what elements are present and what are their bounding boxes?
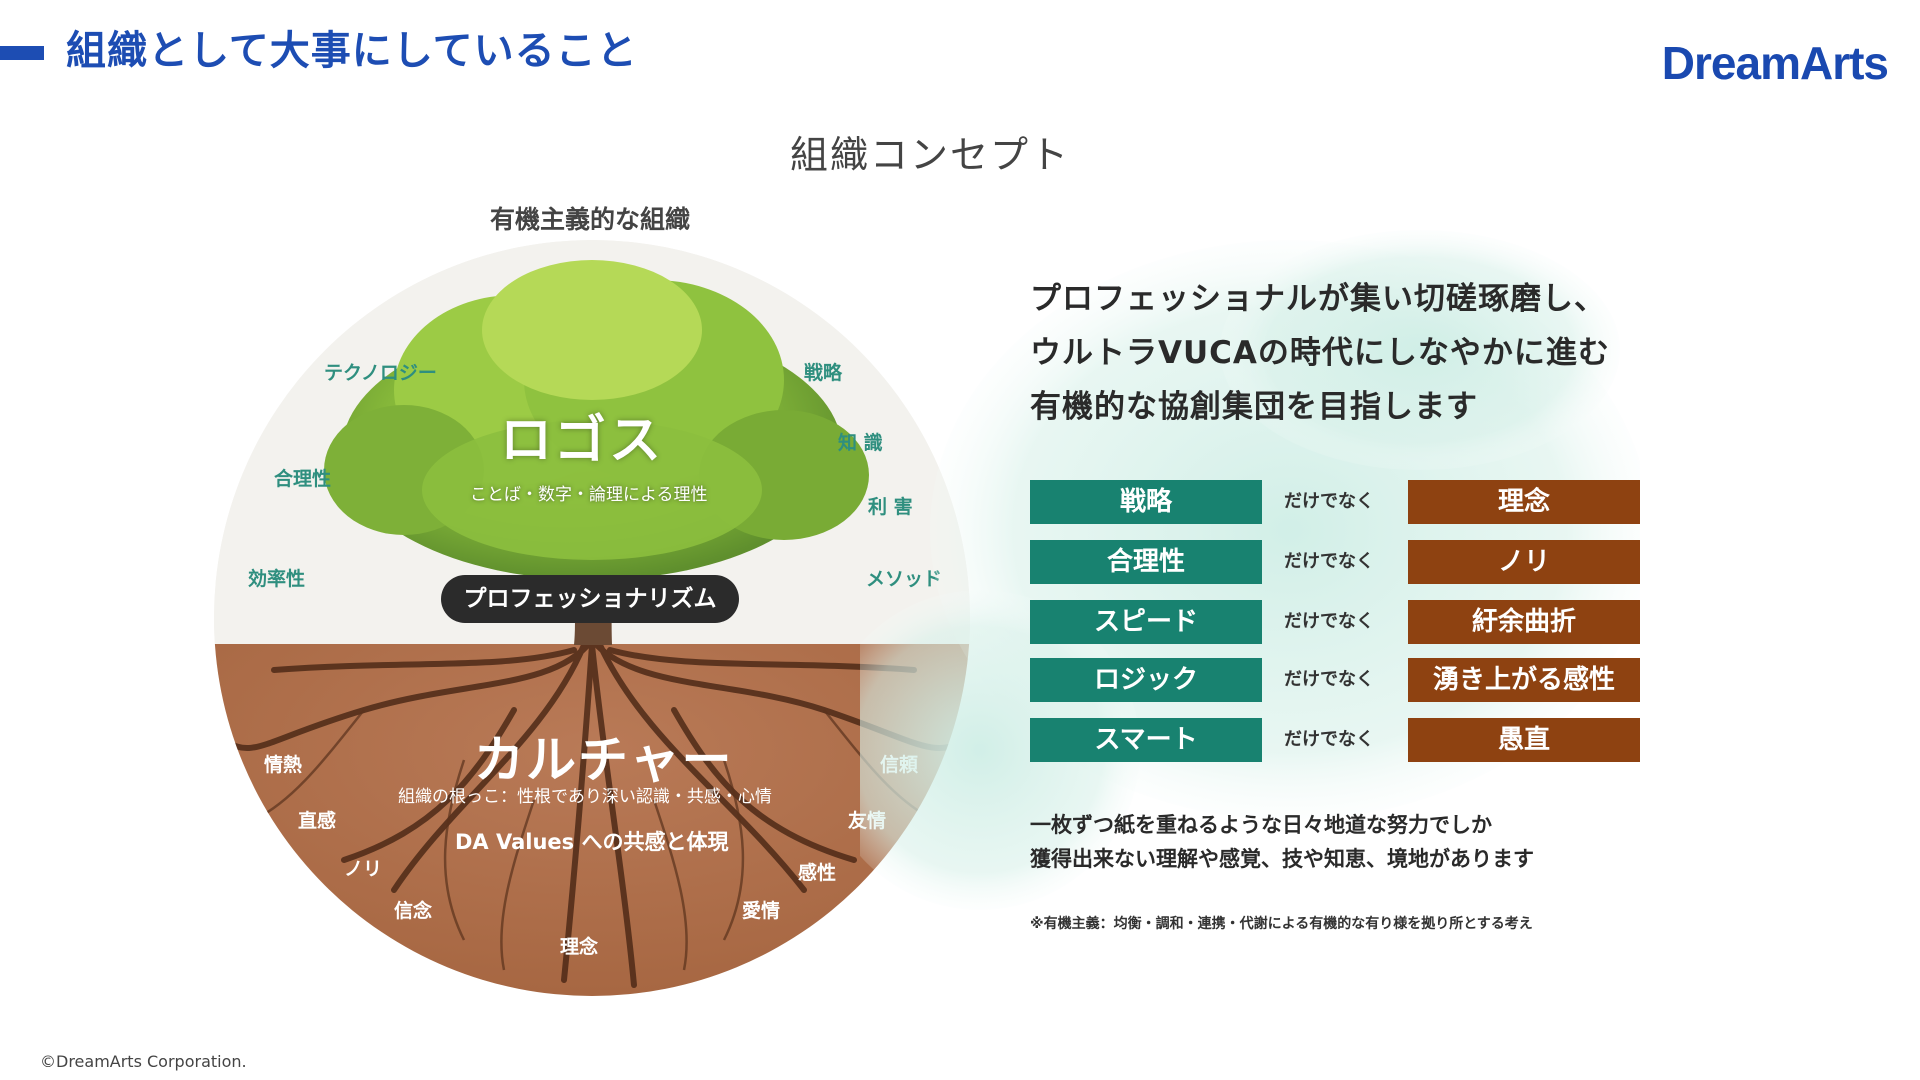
tree-illustration (214, 240, 970, 996)
contrast-row: 合理性 だけでなく ノリ (1030, 540, 1640, 584)
culture-title: カルチャー (474, 731, 734, 789)
contrast-row: スマート だけでなく 愚直 (1030, 718, 1640, 762)
professionalism-pill: プロフェッショナリズム (441, 575, 739, 623)
word-nori: ノリ (344, 858, 383, 880)
word-knowledge: 知 識 (838, 432, 883, 454)
word-belief: 信念 (394, 900, 433, 922)
body-line: 一枚ずつ紙を重ねるような日々地道な努力でしか (1030, 813, 1492, 837)
word-philosophy: 理念 (560, 936, 599, 958)
headline-line: プロフェッショナルが集い切磋琢磨し、 (1030, 281, 1606, 317)
page-title: 組織として大事にしていること (66, 28, 638, 74)
logos-subtitle: ことば・数字・論理による理性 (470, 485, 708, 505)
contrast-connector: だけでなく (1284, 491, 1374, 512)
contrast-left-box: スピード (1030, 600, 1262, 644)
word-strategy: 戦略 (804, 362, 843, 384)
word-interest: 利 害 (868, 496, 913, 518)
contrast-left-box: 合理性 (1030, 540, 1262, 584)
body-text: 一枚ずつ紙を重ねるような日々地道な努力でしか 獲得出来ない理解や感覚、技や知恵、… (1030, 808, 1534, 876)
title-accent-bar (0, 46, 44, 60)
word-affection: 愛情 (742, 900, 781, 922)
footnote: ※有機主義：均衡・調和・連携・代謝による有機的な有り様を拠り所とする考え (1030, 916, 1533, 932)
concept-headline: プロフェッショナルが集い切磋琢磨し、 ウルトラVUCAの時代にしなやかに進む 有… (1030, 272, 1610, 434)
da-values-text: DA Values への共感と体現 (455, 830, 729, 854)
contrast-right-box: 紆余曲折 (1408, 600, 1640, 644)
word-technology: テクノロジー (324, 362, 437, 384)
contrast-row: ロジック だけでなく 湧き上がる感性 (1030, 658, 1640, 702)
word-passion: 情熱 (264, 754, 303, 776)
culture-subtitle: 組織の根っこ：性根であり深い認識・共感・心情 (398, 787, 772, 807)
contrast-right-box: 愚直 (1408, 718, 1640, 762)
contrast-connector: だけでなく (1284, 729, 1374, 750)
circle-caption: 有機主義的な組織 (489, 205, 690, 234)
word-intuition: 直感 (298, 810, 337, 832)
contrast-row: スピード だけでなく 紆余曲折 (1030, 600, 1640, 644)
contrast-left-box: スマート (1030, 718, 1262, 762)
contrast-right-box: 理念 (1408, 480, 1640, 524)
contrast-left-box: 戦略 (1030, 480, 1262, 524)
contrast-right-box: ノリ (1408, 540, 1640, 584)
concept-title: 組織コンセプト (789, 133, 1070, 177)
headline-line: 有機的な協創集団を目指します (1030, 389, 1478, 425)
contrast-connector: だけでなく (1284, 611, 1374, 632)
headline-line: ウルトラVUCAの時代にしなやかに進む (1030, 335, 1610, 371)
body-line: 獲得出来ない理解や感覚、技や知恵、境地があります (1030, 847, 1534, 871)
logos-title: ロゴス (500, 411, 664, 471)
word-sensibility: 感性 (798, 862, 837, 884)
contrast-right-box: 湧き上がる感性 (1408, 658, 1640, 702)
contrast-row: 戦略 だけでなく 理念 (1030, 480, 1640, 524)
contrast-left-box: ロジック (1030, 658, 1262, 702)
contrast-connector: だけでなく (1284, 669, 1374, 690)
contrast-connector: だけでなく (1284, 551, 1374, 572)
word-efficiency: 効率性 (248, 568, 306, 590)
dreamarts-logo: DreamArts (1661, 37, 1889, 89)
copyright: ©DreamArts Corporation. (40, 1052, 247, 1071)
organization-tree-circle: テクノロジー 合理性 効率性 戦略 知 識 利 害 メソッド 情熱 直感 ノリ … (214, 240, 970, 996)
word-method: メソッド (866, 568, 943, 590)
word-rationality: 合理性 (274, 468, 332, 490)
